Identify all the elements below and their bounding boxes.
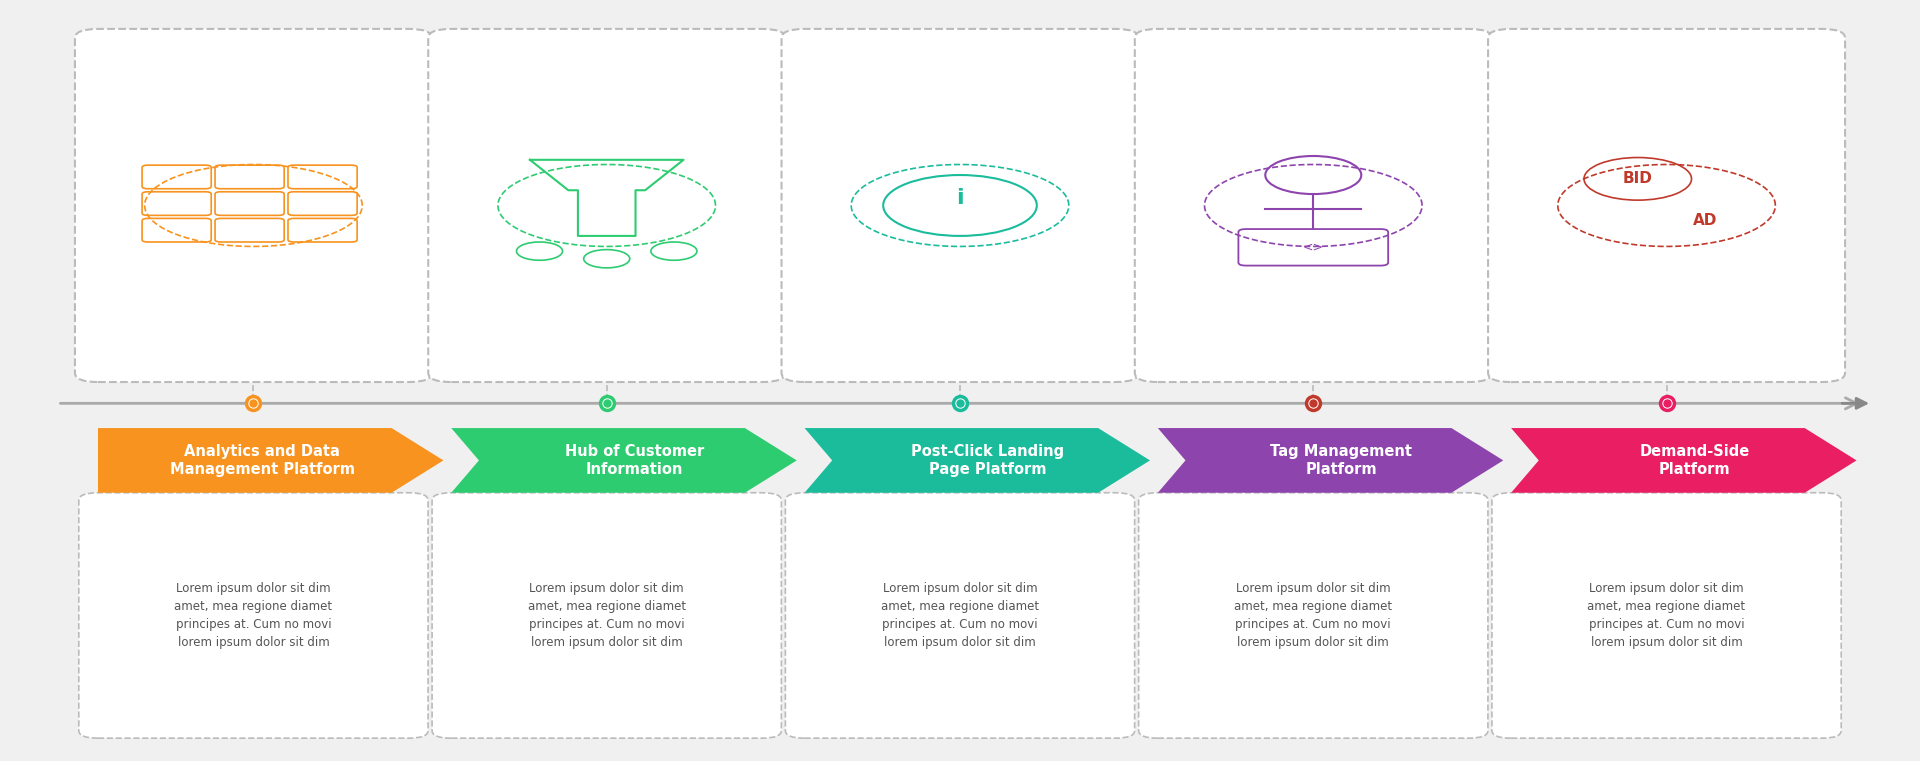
FancyBboxPatch shape	[785, 493, 1135, 738]
Text: i: i	[956, 188, 964, 208]
FancyBboxPatch shape	[1139, 493, 1488, 738]
FancyBboxPatch shape	[1135, 29, 1492, 382]
FancyBboxPatch shape	[1492, 493, 1841, 738]
Text: BID: BID	[1622, 171, 1653, 186]
Polygon shape	[451, 428, 797, 493]
Text: Demand-Side
Platform: Demand-Side Platform	[1640, 444, 1749, 477]
Polygon shape	[1511, 428, 1857, 493]
Polygon shape	[804, 428, 1150, 493]
Text: AD: AD	[1693, 213, 1716, 228]
Text: Lorem ipsum dolor sit dim
amet, mea regione diamet
principes at. Cum no movi
lor: Lorem ipsum dolor sit dim amet, mea regi…	[175, 582, 332, 649]
FancyBboxPatch shape	[428, 29, 785, 382]
Text: Lorem ipsum dolor sit dim
amet, mea regione diamet
principes at. Cum no movi
lor: Lorem ipsum dolor sit dim amet, mea regi…	[881, 582, 1039, 649]
FancyBboxPatch shape	[1488, 29, 1845, 382]
Polygon shape	[1158, 428, 1503, 493]
FancyBboxPatch shape	[79, 493, 428, 738]
FancyBboxPatch shape	[432, 493, 781, 738]
Text: Analytics and Data
Management Platform: Analytics and Data Management Platform	[169, 444, 355, 477]
Polygon shape	[98, 428, 444, 493]
Text: Lorem ipsum dolor sit dim
amet, mea regione diamet
principes at. Cum no movi
lor: Lorem ipsum dolor sit dim amet, mea regi…	[528, 582, 685, 649]
Text: Post-Click Landing
Page Platform: Post-Click Landing Page Platform	[912, 444, 1064, 477]
FancyBboxPatch shape	[781, 29, 1139, 382]
Text: Lorem ipsum dolor sit dim
amet, mea regione diamet
principes at. Cum no movi
lor: Lorem ipsum dolor sit dim amet, mea regi…	[1235, 582, 1392, 649]
Text: <>: <>	[1304, 240, 1323, 254]
Text: Tag Management
Platform: Tag Management Platform	[1271, 444, 1411, 477]
Text: Lorem ipsum dolor sit dim
amet, mea regione diamet
principes at. Cum no movi
lor: Lorem ipsum dolor sit dim amet, mea regi…	[1588, 582, 1745, 649]
FancyBboxPatch shape	[75, 29, 432, 382]
Text: Hub of Customer
Information: Hub of Customer Information	[564, 444, 705, 477]
